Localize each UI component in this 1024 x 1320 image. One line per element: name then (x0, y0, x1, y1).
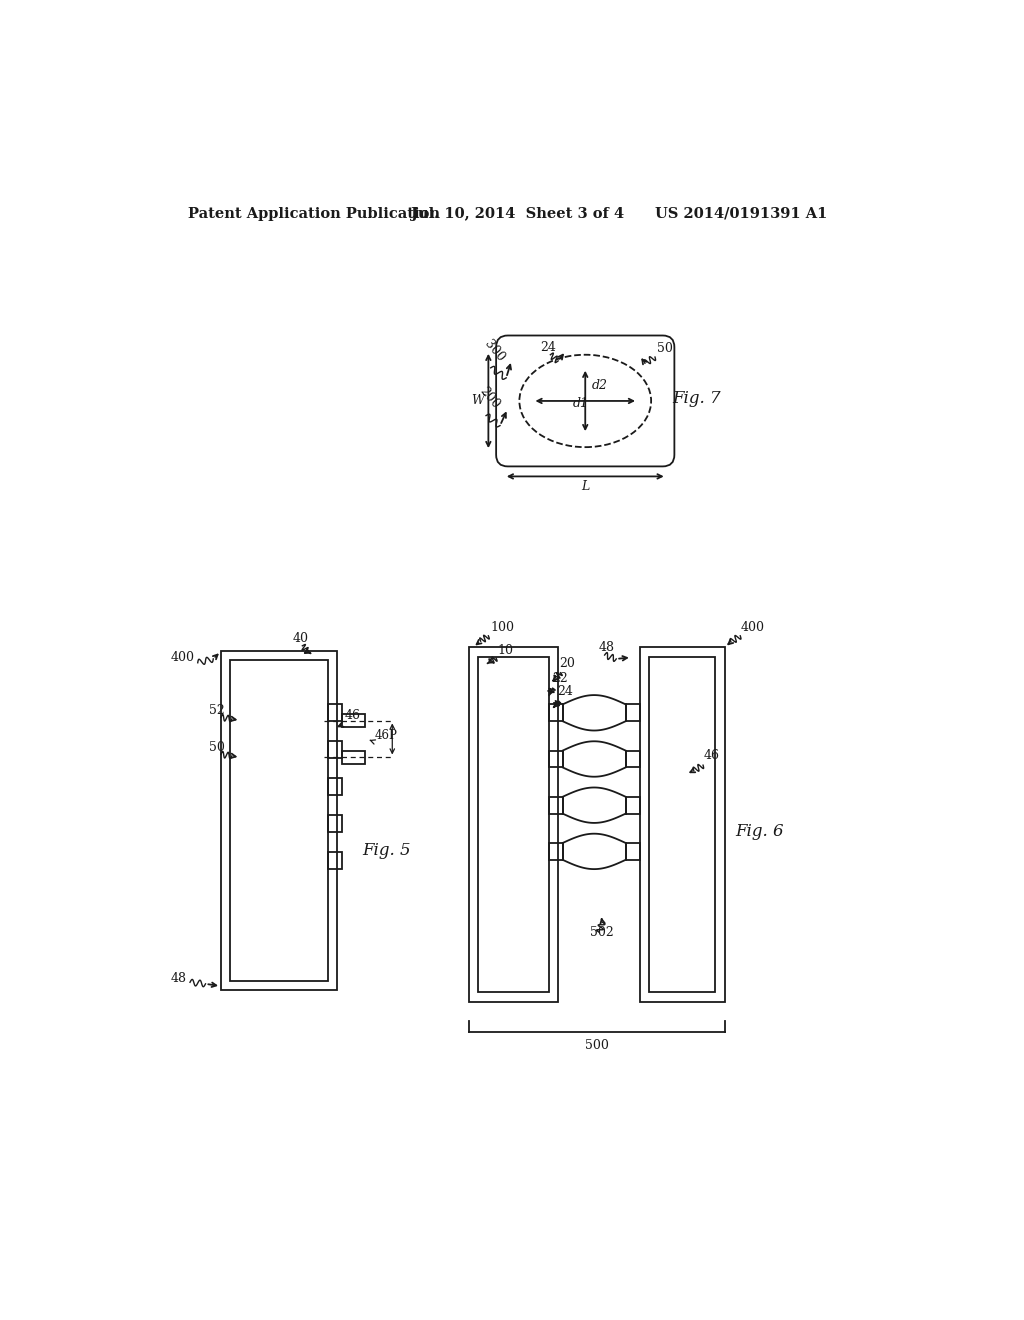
Text: 50: 50 (209, 742, 224, 754)
Text: 50: 50 (656, 342, 673, 355)
Text: 100: 100 (490, 622, 515, 634)
Bar (478, 656, 549, 993)
Text: 46P: 46P (375, 729, 397, 742)
Bar (626, 751, 640, 767)
Bar (549, 705, 563, 721)
Text: 48: 48 (171, 973, 186, 985)
Text: 40: 40 (292, 632, 308, 645)
Text: US 2014/0191391 A1: US 2014/0191391 A1 (655, 207, 827, 220)
Text: d2: d2 (592, 379, 607, 392)
Bar (328, 705, 342, 721)
Text: 24: 24 (557, 685, 573, 698)
Text: 20: 20 (559, 656, 574, 669)
Bar (221, 651, 337, 990)
Bar (640, 647, 725, 1002)
Bar (626, 843, 640, 859)
Text: 10: 10 (498, 644, 514, 656)
Bar (342, 751, 366, 764)
Text: 200: 200 (477, 385, 502, 412)
Text: 500: 500 (585, 1039, 609, 1052)
Bar (342, 714, 366, 727)
Bar (549, 797, 563, 813)
Bar (230, 660, 328, 981)
Text: Patent Application Publication: Patent Application Publication (188, 207, 440, 220)
Text: Jul. 10, 2014  Sheet 3 of 4: Jul. 10, 2014 Sheet 3 of 4 (411, 207, 624, 220)
Bar (469, 647, 558, 1002)
Text: Fig. 5: Fig. 5 (362, 842, 411, 859)
Text: 48: 48 (598, 642, 614, 655)
Text: 46: 46 (703, 748, 720, 762)
Bar (549, 751, 563, 767)
Text: 22: 22 (552, 672, 567, 685)
Text: L: L (582, 480, 590, 494)
Text: d1: d1 (572, 397, 589, 411)
Bar (649, 656, 716, 993)
Bar (626, 705, 640, 721)
Text: Fig. 7: Fig. 7 (672, 391, 721, 408)
Bar (328, 853, 342, 869)
Bar (328, 779, 342, 795)
Text: W: W (471, 395, 484, 408)
Text: 400: 400 (740, 622, 764, 634)
Text: 300: 300 (481, 337, 507, 364)
Text: 400: 400 (171, 651, 195, 664)
Text: 46: 46 (345, 709, 361, 722)
Bar (328, 816, 342, 832)
Bar (328, 742, 342, 758)
Text: 502: 502 (590, 927, 613, 939)
Text: 52: 52 (209, 705, 224, 717)
Text: 24: 24 (541, 341, 556, 354)
Bar (626, 797, 640, 813)
Text: Fig. 6: Fig. 6 (735, 822, 783, 840)
Bar (549, 843, 563, 859)
